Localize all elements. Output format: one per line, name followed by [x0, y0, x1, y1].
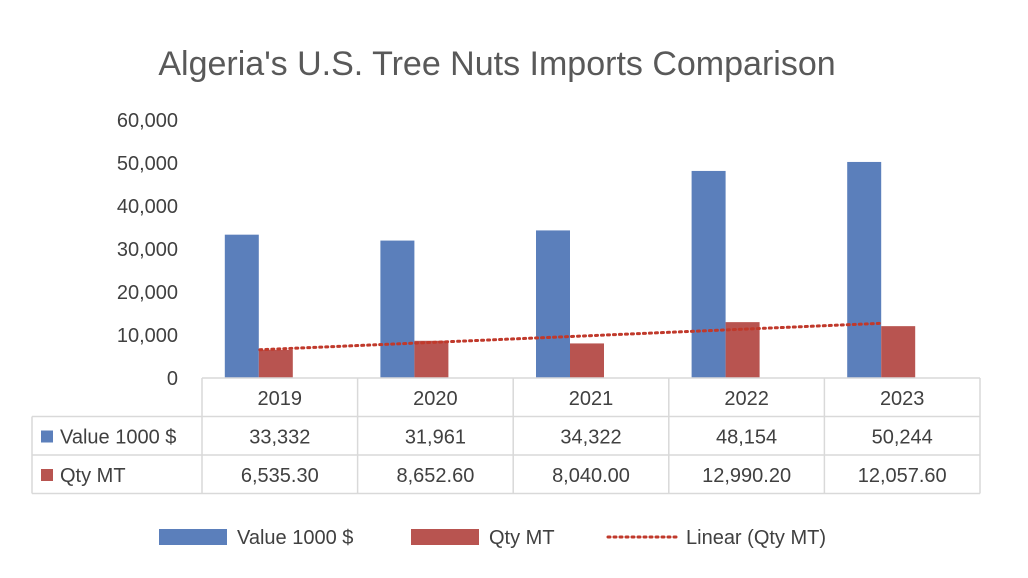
y-tick-label: 10,000: [117, 325, 178, 347]
table-legend-key: [41, 469, 53, 481]
category-label: 2019: [258, 388, 303, 410]
bar-value: [536, 230, 570, 378]
bar-value: [691, 170, 726, 378]
bar-value: [224, 234, 259, 378]
chart-title: Algeria's U.S. Tree Nuts Imports Compari…: [158, 45, 835, 83]
data-table: 2019 2020 2021 2022 2023 Value 1000 $ 33,332 31…: [31, 377, 981, 495]
table-cell: 8,040.00: [552, 465, 630, 487]
legend-swatch-value: [159, 529, 227, 545]
table-series-name: Value 1000 $: [60, 427, 176, 449]
category-label: 2020: [413, 388, 458, 410]
table-cell: 48,154: [716, 427, 777, 449]
table-cell: 50,244: [872, 427, 933, 449]
bar-qty: [414, 340, 449, 378]
bar-qty: [725, 322, 760, 378]
table-cell: 12,057.60: [858, 465, 947, 487]
table-cell: 6,535.30: [241, 465, 319, 487]
table-cell: 8,652.60: [396, 465, 474, 487]
bar-value: [847, 161, 882, 378]
bar-value: [380, 240, 415, 378]
y-tick-label: 30,000: [117, 239, 178, 261]
y-tick-label: 60,000: [117, 110, 178, 132]
bar-qty: [570, 343, 604, 378]
legend: Value 1000 $ Qty MT Linear (Qty MT): [159, 527, 826, 549]
trendline: [258, 321, 884, 352]
legend-swatch-qty: [411, 529, 479, 545]
y-axis: 0 10,000 20,000 30,000 40,000 50,000 60,000: [117, 110, 178, 390]
category-label: 2023: [880, 388, 925, 410]
bars: [224, 161, 916, 378]
legend-label-qty: Qty MT: [489, 527, 555, 549]
category-label: 2022: [724, 388, 769, 410]
y-tick-label: 20,000: [117, 282, 178, 304]
bar-qty: [258, 349, 293, 378]
y-tick-label: 50,000: [117, 153, 178, 175]
y-tick-label: 0: [167, 368, 178, 390]
category-label: 2021: [569, 388, 614, 410]
table-cell: 12,990.20: [702, 465, 791, 487]
legend-label-trendline: Linear (Qty MT): [686, 527, 826, 549]
table-cell: 34,322: [560, 427, 621, 449]
table-legend-key: [41, 430, 53, 443]
legend-label-value: Value 1000 $: [237, 527, 353, 549]
table-series-name: Qty MT: [60, 465, 126, 487]
trendline-qty: [258, 321, 884, 352]
y-tick-label: 40,000: [117, 196, 178, 218]
table-cell: 33,332: [249, 427, 310, 449]
bar-qty: [881, 326, 916, 378]
table-cell: 31,961: [405, 427, 466, 449]
